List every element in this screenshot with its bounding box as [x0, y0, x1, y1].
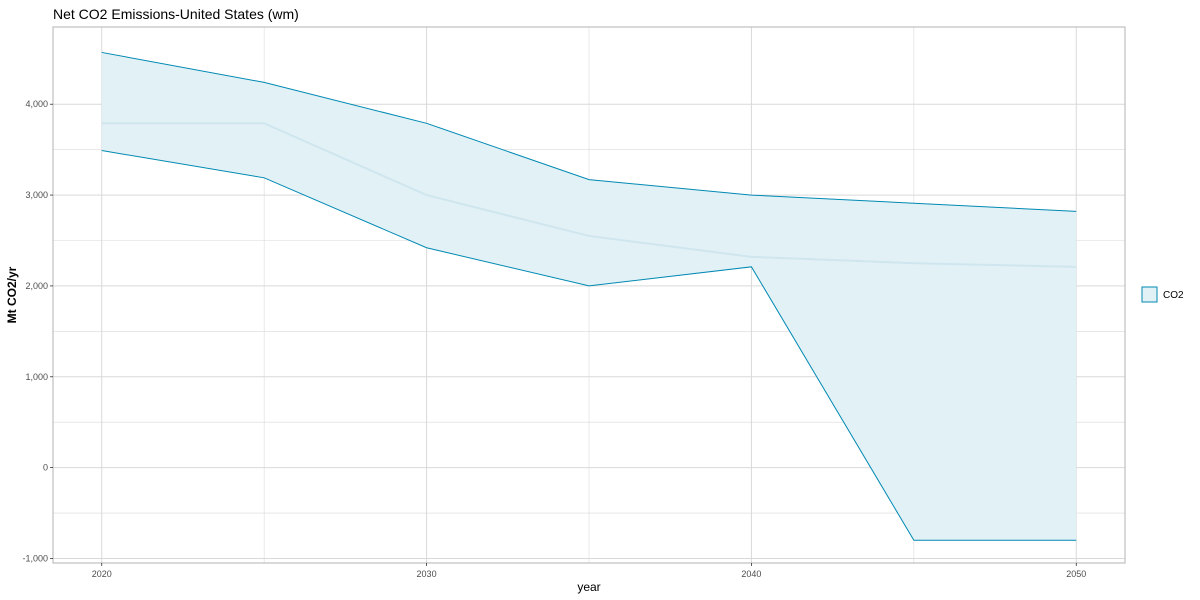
legend: CO2: [1141, 286, 1184, 303]
y-tick-label: 3,000: [25, 190, 48, 200]
x-tick-label: 2030: [417, 569, 437, 579]
co2-ribbon-band: [101, 52, 1077, 541]
co2-upper-bound-line: [101, 51, 1077, 212]
legend-key-co2: [1141, 286, 1158, 303]
y-tick-label: -1,000: [22, 553, 48, 563]
y-tick-label: 0: [43, 463, 48, 473]
x-tick-label: 2020: [92, 569, 112, 579]
co2-lower-bound-line: [101, 150, 1077, 541]
y-tick-label: 4,000: [25, 99, 48, 109]
y-tick-label: 2,000: [25, 281, 48, 291]
x-tick-label: 2050: [1066, 569, 1086, 579]
y-tick-label: 1,000: [25, 372, 48, 382]
x-axis-title: year: [577, 580, 600, 594]
panel-border: [52, 26, 1126, 564]
co2-median-line: [101, 122, 1077, 268]
legend-label-co2: CO2: [1163, 290, 1184, 301]
x-tick-label: 2040: [741, 569, 761, 579]
axis-ticks: -1,000 0 1,000 2,000 3,000 4,000 2020 2030 2040 2…: [22, 99, 1086, 579]
y-axis-title: Mt CO2/yr: [5, 266, 19, 323]
series-layer: [101, 51, 1077, 541]
chart-title: Net CO2 Emissions-United States (wm): [53, 6, 299, 22]
